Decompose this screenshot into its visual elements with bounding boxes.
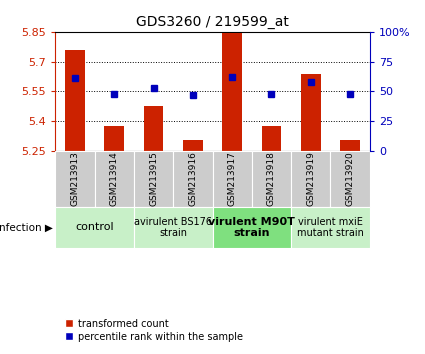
Bar	[252, 151, 291, 207]
Bar	[65, 50, 85, 150]
Text: GSM213920: GSM213920	[346, 152, 354, 206]
Bar	[340, 140, 360, 150]
Bar	[55, 207, 134, 248]
Bar	[55, 151, 94, 207]
Text: infection ▶: infection ▶	[0, 222, 53, 232]
Bar	[94, 151, 134, 207]
Bar	[183, 140, 203, 150]
Bar	[212, 151, 252, 207]
Text: virulent mxiE
mutant strain: virulent mxiE mutant strain	[297, 217, 364, 238]
Bar	[105, 126, 124, 150]
Text: GSM213914: GSM213914	[110, 152, 119, 206]
Bar	[222, 33, 242, 150]
Bar	[291, 207, 370, 248]
Bar	[301, 74, 320, 150]
Bar	[134, 151, 173, 207]
Title: GDS3260 / 219599_at: GDS3260 / 219599_at	[136, 16, 289, 29]
Bar	[291, 151, 331, 207]
Bar	[262, 126, 281, 150]
Text: GSM213913: GSM213913	[71, 152, 79, 206]
Bar	[331, 151, 370, 207]
Text: GSM213918: GSM213918	[267, 152, 276, 206]
Text: control: control	[75, 222, 114, 232]
Bar	[173, 151, 212, 207]
Text: GSM213917: GSM213917	[228, 152, 237, 206]
Text: GSM213919: GSM213919	[306, 152, 315, 206]
Text: avirulent BS176
strain: avirulent BS176 strain	[134, 217, 212, 238]
Text: virulent M90T
strain: virulent M90T strain	[208, 217, 295, 238]
Text: GSM213916: GSM213916	[188, 152, 197, 206]
Text: GSM213915: GSM213915	[149, 152, 158, 206]
Legend: transformed count, percentile rank within the sample: transformed count, percentile rank withi…	[60, 315, 246, 346]
Bar	[144, 106, 163, 150]
Bar	[134, 207, 212, 248]
Bar	[212, 207, 291, 248]
